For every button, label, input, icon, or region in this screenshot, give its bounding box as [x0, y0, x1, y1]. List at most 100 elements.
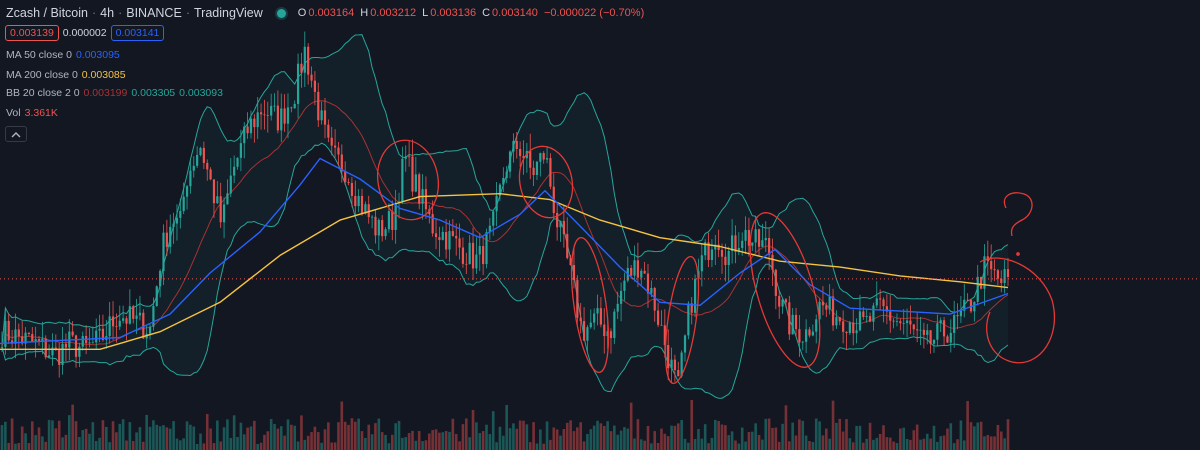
candle-body: [91, 342, 94, 344]
volume-bar: [195, 443, 199, 450]
candle-body: [101, 328, 105, 340]
volume-bar: [266, 431, 270, 450]
candle-body: [929, 330, 932, 344]
interval-label[interactable]: 4h: [100, 6, 115, 20]
candle-body: [754, 229, 757, 243]
candle-body: [266, 115, 269, 116]
candle-body: [468, 242, 471, 265]
candle-body: [165, 232, 168, 247]
volume-bar: [427, 433, 431, 450]
low-value: 0.003136: [430, 7, 477, 19]
volume-bar: [330, 442, 334, 450]
quote-boxes: 0.003139 0.000002 0.003141: [5, 25, 165, 41]
candle-body: [27, 332, 31, 334]
volume-bar: [821, 435, 825, 450]
volume-bar: [401, 437, 404, 450]
volume-bar: [505, 404, 508, 450]
volume-bar: [771, 427, 774, 450]
candle-body: [17, 329, 20, 337]
legend-bb[interactable]: BB 20 close 2 0 0.003199 0.003305 0.003093: [6, 87, 223, 99]
candle-body: [276, 105, 279, 131]
volume-bar: [845, 419, 848, 450]
symbol-name[interactable]: Zcash / Bitcoin: [6, 6, 88, 20]
legend-collapse-button[interactable]: [5, 126, 27, 142]
volume-bar: [347, 424, 350, 450]
bb-basis-value: 0.003199: [83, 87, 128, 99]
volume-bar: [919, 439, 922, 450]
volume-bar: [448, 431, 451, 450]
volume-bar: [232, 415, 236, 450]
volume-bar: [700, 438, 704, 450]
volume-bar: [380, 432, 384, 450]
exchange-label: BINANCE: [126, 6, 182, 20]
volume-bar: [148, 426, 152, 450]
candle-body: [619, 290, 623, 304]
volume-bar: [942, 435, 946, 450]
candle-body: [633, 260, 636, 276]
volume-bar: [461, 424, 465, 450]
candle-body: [623, 280, 626, 291]
candle-body: [320, 110, 323, 121]
legend-ma50[interactable]: MA 50 close 0 0.003095: [6, 49, 120, 61]
volume-bar: [222, 427, 226, 450]
volume-bar: [431, 430, 434, 450]
volume-bar: [165, 427, 169, 450]
volume-bar: [838, 418, 842, 450]
drawing-ellipse-4: [979, 257, 1056, 364]
volume-bar: [606, 421, 609, 450]
volume-bar: [71, 404, 74, 450]
header-separator: ·: [185, 6, 190, 20]
volume-bar: [54, 428, 58, 450]
candle-body: [61, 343, 64, 365]
candle-body: [256, 112, 259, 128]
volume-bar: [969, 422, 973, 450]
candle-body: [902, 323, 905, 324]
candle-body: [482, 245, 485, 265]
volume-bar: [848, 438, 852, 450]
candle-body: [683, 335, 687, 353]
volume-bar: [94, 441, 98, 450]
candle-body: [791, 314, 794, 335]
candle-body: [815, 319, 818, 332]
volume-bar: [559, 435, 562, 450]
volume-bar: [182, 438, 185, 450]
volume-bar: [602, 425, 606, 450]
volume-bar: [986, 435, 990, 450]
candle-body: [582, 321, 586, 341]
volume-bar: [962, 440, 966, 450]
volume-bar: [199, 433, 202, 450]
candle-body: [286, 107, 290, 124]
buy-price-button[interactable]: 0.003141: [110, 25, 165, 41]
low-label: L: [422, 7, 429, 19]
candle-body: [653, 288, 656, 311]
candle-body: [737, 247, 740, 252]
legend-ma200[interactable]: MA 200 close 0 0.003085: [6, 69, 126, 81]
volume-bar: [411, 430, 414, 450]
volume-bar: [64, 434, 68, 450]
legend-volume[interactable]: Vol 3.361K: [6, 107, 58, 119]
candle-body: [670, 359, 673, 369]
candle-body: [673, 359, 677, 371]
candle-body: [387, 211, 391, 230]
volume-bar: [17, 442, 21, 450]
volume-bar: [350, 418, 354, 450]
bb-lower-line: [1, 142, 1009, 399]
candle-body: [818, 301, 821, 320]
volume-bar: [791, 422, 794, 450]
candle-body: [404, 156, 407, 159]
volume-bar: [666, 436, 670, 450]
volume-bar: [508, 428, 512, 450]
volume-bar: [885, 437, 889, 450]
candle-body: [290, 107, 293, 109]
candle-body: [51, 347, 54, 356]
candle-body: [14, 329, 17, 344]
ma50-line: [0, 157, 1009, 345]
sell-price-button[interactable]: 0.003139: [5, 25, 59, 41]
vol-label: Vol: [6, 107, 21, 119]
candle-body: [727, 251, 730, 266]
moving-averages: [0, 157, 1009, 350]
candle-body: [704, 242, 707, 256]
volume-bar: [300, 415, 303, 450]
volume-bars: [0, 400, 1010, 450]
